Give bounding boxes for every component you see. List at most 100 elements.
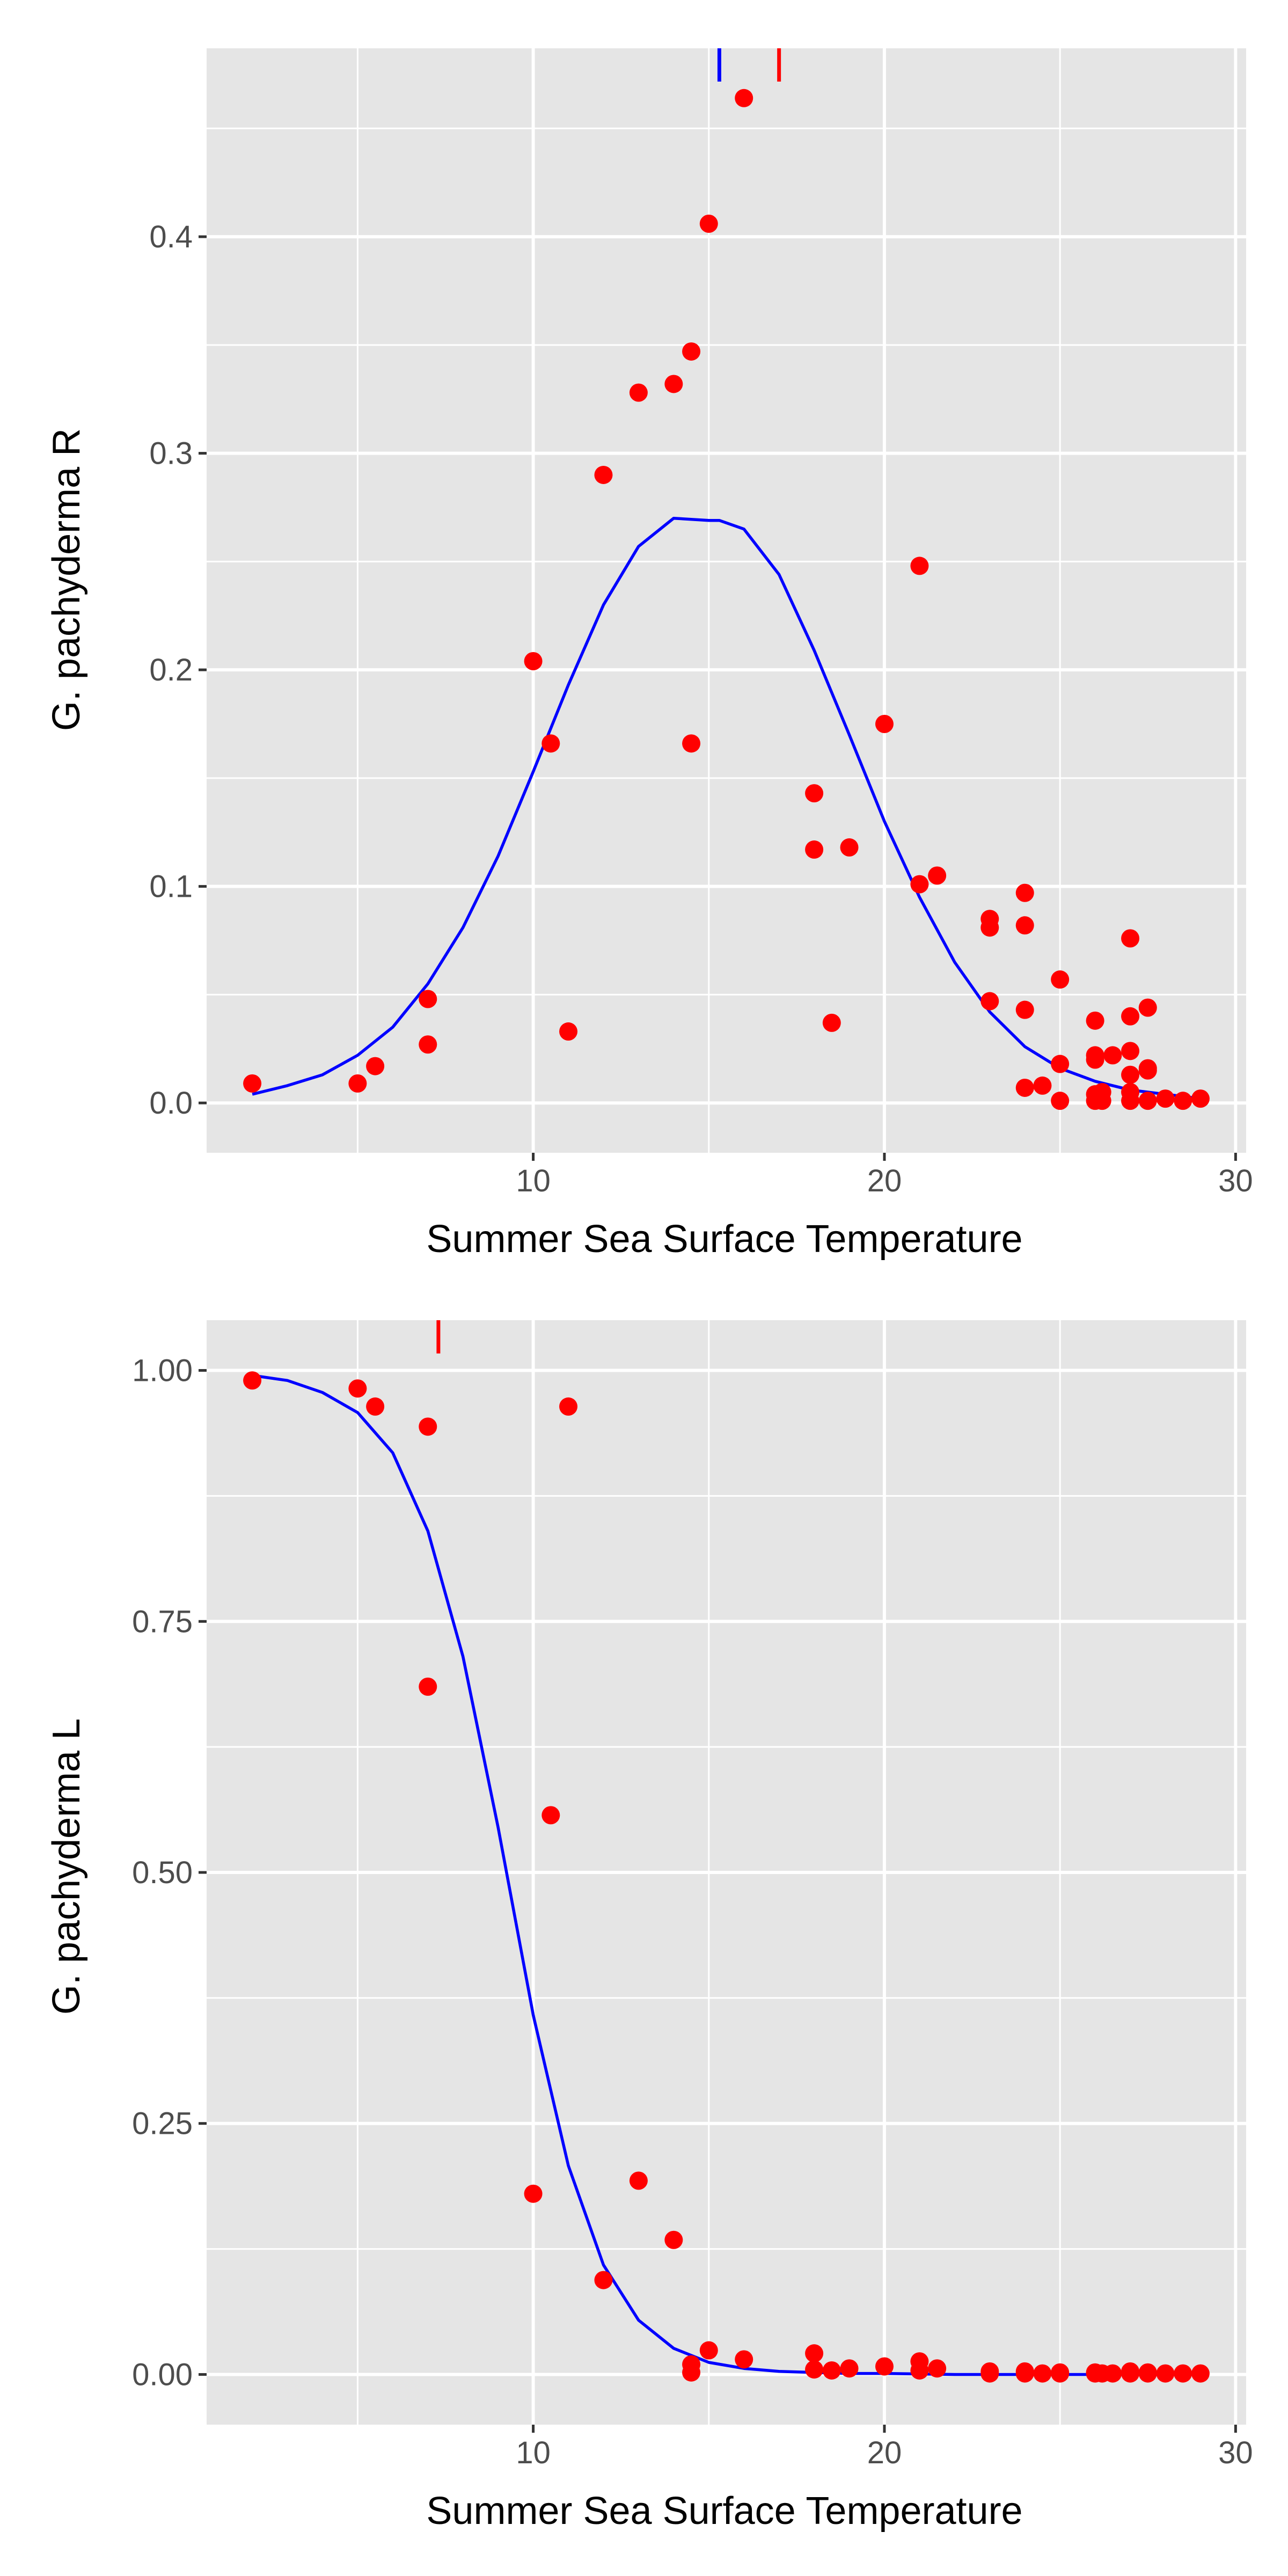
top-chart-data-point <box>980 918 999 937</box>
bottom-chart-data-point <box>805 2360 824 2379</box>
top-chart-data-point <box>805 840 824 859</box>
top-chart-data-point <box>682 734 701 753</box>
top-chart-data-point <box>682 342 701 361</box>
top-chart-data-point <box>348 1074 367 1093</box>
top-chart-y-tick-label: 0.1 <box>149 869 193 904</box>
top-chart-data-point <box>243 1074 262 1093</box>
top-chart-data-point <box>1086 1050 1104 1069</box>
bottom-chart-y-tick-label: 0.25 <box>132 2106 193 2141</box>
bottom-chart-plot-area: 10 20 30 0.00 0.25 0.50 0.75 1.00 <box>132 1320 1253 2470</box>
bottom-chart-y-tick-label: 0.75 <box>132 1604 193 1639</box>
top-chart-data-point <box>1191 1089 1210 1108</box>
top-chart-data-point <box>366 1057 385 1075</box>
top-chart-y-tick-label: 0.4 <box>149 219 193 254</box>
top-chart-data-point <box>840 838 859 857</box>
top-chart-data-point <box>1138 1092 1157 1110</box>
bottom-chart-data-point <box>419 1677 437 1696</box>
top-chart-y-tick-label: 0.3 <box>149 436 193 471</box>
bottom-chart-y-tick-label: 0.50 <box>132 1855 193 1890</box>
bottom-chart-data-point <box>1103 2364 1122 2383</box>
top-chart-data-point <box>1051 1092 1070 1110</box>
bottom-chart-data-point <box>928 2359 947 2378</box>
bottom-chart-data-point <box>699 2341 718 2360</box>
top-chart-data-point <box>541 734 560 753</box>
top-chart-data-point <box>1015 1000 1034 1019</box>
top-chart-data-point <box>1138 998 1157 1017</box>
top-chart-data-point <box>910 875 929 894</box>
top-chart-data-point <box>1051 970 1070 989</box>
top-chart-x-tick-label: 20 <box>867 1163 902 1198</box>
top-chart-data-point <box>594 465 613 484</box>
bottom-chart-data-point <box>664 2230 683 2249</box>
top-chart-x-axis-title: Summer Sea Surface Temperature <box>426 1218 1022 1261</box>
bottom-chart-data-point <box>366 1397 385 1416</box>
bottom-chart-data-point <box>875 2357 894 2376</box>
top-chart-data-point <box>1121 1065 1140 1084</box>
bottom-chart-data-point <box>1138 2364 1157 2383</box>
top-chart-data-point <box>559 1022 578 1041</box>
bottom-chart-data-point <box>805 2344 824 2363</box>
top-chart: 10 20 30 0.0 0.1 0.2 0.3 0.4 Summer Sea Surface … <box>45 48 1253 1261</box>
top-chart-data-point <box>1093 1092 1111 1110</box>
top-chart-data-point <box>1121 1042 1140 1060</box>
top-chart-data-point <box>699 214 718 233</box>
top-chart-data-point <box>1033 1076 1052 1095</box>
bottom-chart-data-point <box>822 2361 841 2380</box>
top-chart-y-tick-label: 0.2 <box>149 653 193 687</box>
bottom-chart-data-point <box>1174 2364 1192 2383</box>
top-chart-data-point <box>524 652 543 670</box>
bottom-chart-data-point <box>910 2361 929 2380</box>
bottom-chart: 10 20 30 0.00 0.25 0.50 0.75 1.00 Summer Sea Sur… <box>45 1320 1253 2533</box>
bottom-chart-data-point <box>541 1806 560 1825</box>
top-chart-data-point <box>1015 916 1034 935</box>
top-chart-data-point <box>1051 1055 1070 1073</box>
top-chart-data-point <box>1121 929 1140 948</box>
top-chart-data-point <box>928 866 947 885</box>
bottom-chart-fitted-curve <box>252 1374 1201 2376</box>
bottom-chart-data-point <box>243 1371 262 1390</box>
bottom-chart-data-point <box>1051 2364 1070 2383</box>
bottom-chart-x-axis-title: Summer Sea Surface Temperature <box>426 2490 1022 2533</box>
bottom-chart-data-point <box>559 1397 578 1416</box>
bottom-chart-data-point <box>348 1379 367 1398</box>
bottom-chart-data-point <box>1191 2364 1210 2383</box>
top-chart-data-point <box>1156 1089 1175 1108</box>
top-chart-data-point <box>629 383 648 402</box>
bottom-chart-y-axis-title: G. pachyderma L <box>45 1718 88 2015</box>
bottom-chart-data-point <box>1121 2364 1140 2383</box>
top-chart-y-axis-title: G. pachyderma R <box>45 428 88 731</box>
top-chart-x-tick-label: 10 <box>516 1163 551 1198</box>
bottom-chart-x-tick-label: 20 <box>867 2435 902 2470</box>
top-chart-plot-area: 10 20 30 0.0 0.1 0.2 0.3 0.4 <box>149 48 1253 1198</box>
top-chart-data-point <box>1015 883 1034 902</box>
bottom-chart-data-point <box>1033 2364 1052 2383</box>
top-chart-data-point <box>1103 1046 1122 1065</box>
top-chart-y-tick-label: 0.0 <box>149 1086 193 1121</box>
top-chart-data-point <box>1086 1011 1104 1030</box>
bottom-chart-data-point <box>594 2271 613 2289</box>
top-chart-data-point <box>419 990 437 1008</box>
top-chart-data-point <box>980 992 999 1011</box>
top-chart-data-point <box>1121 1007 1140 1026</box>
top-chart-data-point <box>875 715 894 734</box>
bottom-chart-data-point <box>1015 2364 1034 2383</box>
top-chart-data-point <box>1015 1078 1034 1097</box>
bottom-chart-data-point <box>629 2171 648 2190</box>
top-chart-x-tick-label: 30 <box>1218 1163 1253 1198</box>
top-chart-data-point <box>1138 1059 1157 1078</box>
bottom-chart-x-tick-label: 30 <box>1218 2435 1253 2470</box>
top-chart-data-point <box>1174 1092 1192 1110</box>
top-chart-data-point <box>735 89 753 107</box>
top-chart-panel-background <box>207 48 1246 1153</box>
top-chart-fitted-curve <box>252 516 1201 1100</box>
bottom-chart-x-tick-label: 10 <box>516 2435 551 2470</box>
bottom-chart-data-point <box>524 2184 543 2203</box>
top-chart-data-point <box>1121 1092 1140 1110</box>
top-chart-data-point <box>664 375 683 393</box>
top-chart-data-point <box>910 557 929 575</box>
bottom-chart-data-point <box>1156 2364 1175 2383</box>
bottom-chart-data-point <box>840 2359 859 2378</box>
bottom-chart-y-tick-label: 0.00 <box>132 2357 193 2392</box>
top-chart-data-point <box>805 784 824 803</box>
